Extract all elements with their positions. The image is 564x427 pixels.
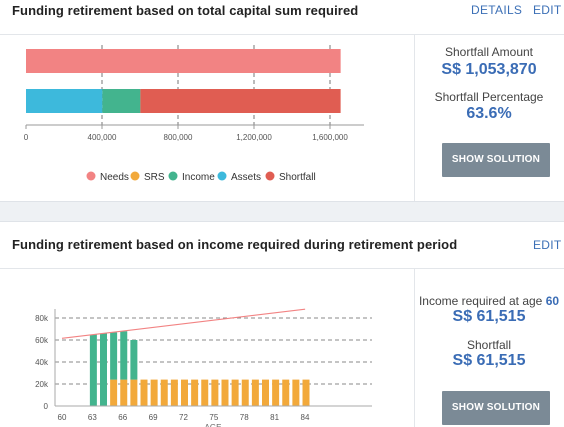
tick-label: 81 [270,413,279,422]
divider [0,268,564,269]
shortfall-amount-value: S$ 1,053,870 [441,61,537,78]
income-required-label: Income required at age 60 [414,294,564,308]
shortfall-value: S$ 61,515 [452,352,526,369]
tick-label: 63 [88,413,97,422]
tick-label: 1,200,000 [236,133,272,142]
tick-label: 60k [35,336,49,345]
bar-srs [251,379,259,406]
legend-label: SRS [144,172,165,183]
bar-needs [26,49,341,73]
bar-income [110,332,118,380]
section-title: Funding retirement based on income requi… [12,237,458,252]
legend-label: Needs [100,172,129,183]
bar-shortfall [140,89,341,113]
divider [0,34,564,35]
divider [414,268,415,427]
details-link[interactable]: DETAILS [471,3,523,17]
bar-srs [262,379,269,406]
bar-srs [181,379,188,406]
shortfall-percentage-value: 63.6% [466,105,512,122]
x-axis-label: AGE [205,423,222,427]
legend-swatch [265,171,275,181]
bar-srs [110,379,118,406]
tick-label: 40k [35,358,49,367]
bar-income [120,331,128,380]
tick-label: 80k [35,314,49,323]
section-title: Funding retirement based on total capita… [12,3,359,18]
tick-label: 78 [240,413,249,422]
income-chart: 0 20k 40k 60k 80k 60 63 66 69 72 75 78 81 84 AGE [35,308,372,427]
tick-label: 400,000 [88,133,117,142]
bar-srs [140,379,148,406]
income-required-section: Funding retirement based on income requi… [0,222,564,427]
tick-label: 72 [179,413,188,422]
legend-label: Shortfall [279,172,316,183]
bar-srs [292,379,300,406]
tick-label: 20k [35,380,49,389]
income-required-age: 60 [545,294,560,308]
tick-label: 69 [149,413,158,422]
edit-link[interactable]: EDIT [533,3,562,17]
bar-srs [191,379,199,406]
bar-assets [26,89,103,113]
tick-label: 1,600,000 [312,133,348,142]
bar-srs [211,379,219,406]
bar-income [102,89,141,113]
tick-label: 0 [44,402,49,411]
divider [414,34,415,201]
bar-srs [231,379,239,406]
tick-label: 75 [209,413,218,422]
show-solution-button[interactable]: SHOW SOLUTION [442,391,550,425]
bar-income [100,333,107,406]
bar-srs [282,379,290,406]
tick-label: 800,000 [164,133,193,142]
shortfall-amount-label: Shortfall Amount [444,45,534,59]
legend-swatch [217,171,227,181]
bar-srs [150,379,158,406]
needs-line [61,308,306,339]
income-required-value: S$ 61,515 [452,308,526,325]
capital-sum-section: Funding retirement based on total capita… [0,0,564,201]
bar-srs [272,379,280,406]
tick-label: 84 [301,413,310,422]
shortfall-percentage-label: Shortfall Percentage [434,90,544,104]
capital-chart: 0 400,000 800,000 1,200,000 1,600,000 Needs S… [24,45,364,183]
tick-label: 0 [24,133,29,142]
bar-srs [170,379,178,406]
section-separator [0,201,564,222]
bar-srs [221,379,229,406]
show-solution-button[interactable]: SHOW SOLUTION [442,143,550,177]
legend-swatch [86,171,96,181]
edit-link[interactable]: EDIT [533,238,562,252]
shortfall-label: Shortfall [466,338,512,352]
legend-swatch [168,171,178,181]
bar-srs [201,379,209,406]
bar-srs [120,379,128,406]
income-required-label-text: Income required at age [418,294,543,308]
legend-label: Income [182,172,215,183]
tick-label: 60 [58,413,67,422]
bar-srs [130,379,138,406]
bar-income [89,334,97,406]
bar-srs [241,379,249,406]
bar-srs [302,379,310,406]
bar-srs [160,379,168,406]
legend-label: Assets [231,172,261,183]
bar-income [130,340,138,380]
tick-label: 66 [118,413,127,422]
legend-swatch [130,171,140,181]
